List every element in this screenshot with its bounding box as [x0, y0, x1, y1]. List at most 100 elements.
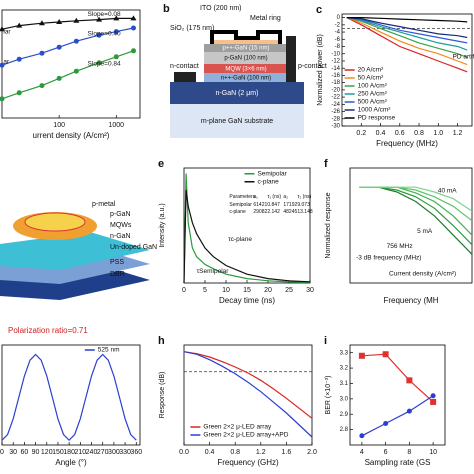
x-tick-label: 120: [41, 449, 53, 456]
annotation: τSemipolar: [197, 268, 230, 275]
plot-frame: [183, 344, 313, 446]
plot-frame: [349, 344, 446, 446]
table-cell: 17192: [283, 202, 297, 208]
y-tick-label: 2.9: [340, 412, 349, 418]
table-cell: 48245: [283, 209, 297, 215]
annotation: -3 dB frequency (MHz): [356, 254, 421, 261]
y-tick-label: -14: [331, 66, 340, 72]
marker: [0, 26, 5, 32]
table-cell: c-plane: [229, 209, 246, 215]
marker: [406, 377, 413, 384]
series-line: [346, 17, 468, 58]
x-tick-label: 10: [429, 449, 437, 456]
y-tick-label: -26: [331, 109, 340, 115]
x-tick-label: 6: [384, 449, 388, 456]
y-tick-label: -4: [335, 30, 341, 36]
x-tick-label: 270: [97, 449, 109, 456]
y-tick-label: -10: [331, 51, 340, 57]
annotation: ar: [3, 59, 10, 66]
npp-layer: [204, 73, 288, 82]
marker: [73, 38, 79, 44]
layer-label: p-metal: [92, 201, 116, 208]
x-tick-label: 25: [285, 287, 293, 294]
marker: [38, 20, 45, 26]
annotation: PD artifa: [453, 53, 474, 60]
marker: [0, 96, 5, 102]
marker: [383, 420, 389, 426]
x-tick-label: 210: [74, 449, 86, 456]
x-tick-label: 20: [264, 287, 272, 294]
marker: [16, 56, 22, 62]
y-tick-label: -24: [331, 102, 340, 108]
layer-label: SiO₂ (175 nm): [170, 25, 214, 32]
chart: 100 1000 urrent density (A/cm²) Slope=0.08 S…: [0, 9, 141, 140]
layer-label: n-GaN (2 μm): [216, 90, 259, 97]
table-header: a₁: [253, 194, 258, 200]
y-tick-label: 3.1: [340, 381, 349, 387]
x-axis-label: Decay time (ns): [219, 296, 275, 305]
x-tick-label: 180: [63, 449, 75, 456]
x-tick-label: 90: [32, 449, 40, 456]
annotation: τc-plane: [228, 236, 252, 243]
x-tick-label: 0.4: [205, 449, 215, 456]
annotation: 756 MHz: [387, 243, 413, 250]
x-tick-label: 300: [108, 449, 120, 456]
layer-label: n-contact: [170, 63, 199, 70]
x-tick-label: 0: [0, 449, 4, 456]
panel-label: b: [163, 3, 170, 15]
panel-label: i: [324, 335, 327, 347]
x-tick-label: 0: [182, 287, 186, 294]
series-line: [183, 173, 311, 284]
mqw-layer: [204, 64, 288, 73]
y-tick-label: -20: [331, 87, 340, 93]
plot-frame: [341, 13, 473, 127]
ito-layer: [214, 40, 278, 44]
series-line: [1, 50, 134, 100]
legend-label: PD response: [358, 115, 396, 122]
layer-label: ITO (200 nm): [200, 5, 242, 12]
x-tick-label: 100: [53, 122, 65, 129]
x-tick-label: 1.0: [433, 130, 443, 137]
table-cell: 9.073: [297, 202, 310, 208]
x-axis-label: Frequency (MHz): [376, 139, 438, 148]
x-tick-label: 15: [243, 287, 251, 294]
y-tick-label: 2.8: [340, 427, 349, 433]
layer-label: PSS: [110, 259, 124, 266]
x-tick-label: 5: [203, 287, 207, 294]
x-tick-label: 1.2: [453, 130, 463, 137]
legend-label: 525 nm: [98, 347, 120, 354]
x-tick-label: 60: [20, 449, 28, 456]
legend-label: 50 A/cm²: [358, 75, 384, 82]
p-metal-ring: [24, 212, 86, 232]
y-tick-label: -30: [331, 124, 340, 130]
layer-label: Metal ring: [250, 15, 281, 22]
table-header: Parameters: [229, 194, 255, 200]
series-line: [183, 189, 311, 284]
gan-layer: [0, 232, 150, 270]
x-axis-label: urrent density (A/cm²): [33, 131, 110, 140]
legend-label: Green 2×2 μ-LED array: [203, 424, 272, 431]
x-tick-label: 240: [86, 449, 98, 456]
marker: [430, 393, 436, 399]
y-tick-label: -28: [331, 116, 340, 122]
layer-label: m-plane GaN substrate: [201, 118, 273, 125]
x-tick-label: 0.0: [179, 449, 189, 456]
marker: [382, 351, 389, 358]
x-tick-label: 30: [306, 287, 314, 294]
ppp-layer: [204, 44, 288, 52]
layer-label: n++-GaN (100 nm): [221, 76, 271, 82]
x-tick-label: 2.0: [307, 449, 317, 456]
substrate: [170, 104, 304, 138]
marker: [358, 352, 365, 359]
y-axis-label: Normalized power (dB): [317, 34, 324, 106]
series-line: [1, 353, 137, 442]
marker: [113, 29, 119, 35]
marker: [359, 433, 365, 439]
y-tick-label: 3.3: [340, 350, 349, 356]
x-tick-label: 10: [222, 287, 230, 294]
series-line: [183, 351, 313, 419]
x-tick-label: 0.8: [414, 130, 424, 137]
table-cell: 0.847: [267, 202, 280, 208]
x-tick-label: 360: [130, 449, 142, 456]
layer-label: p++-GaN (15 nm): [222, 46, 269, 52]
